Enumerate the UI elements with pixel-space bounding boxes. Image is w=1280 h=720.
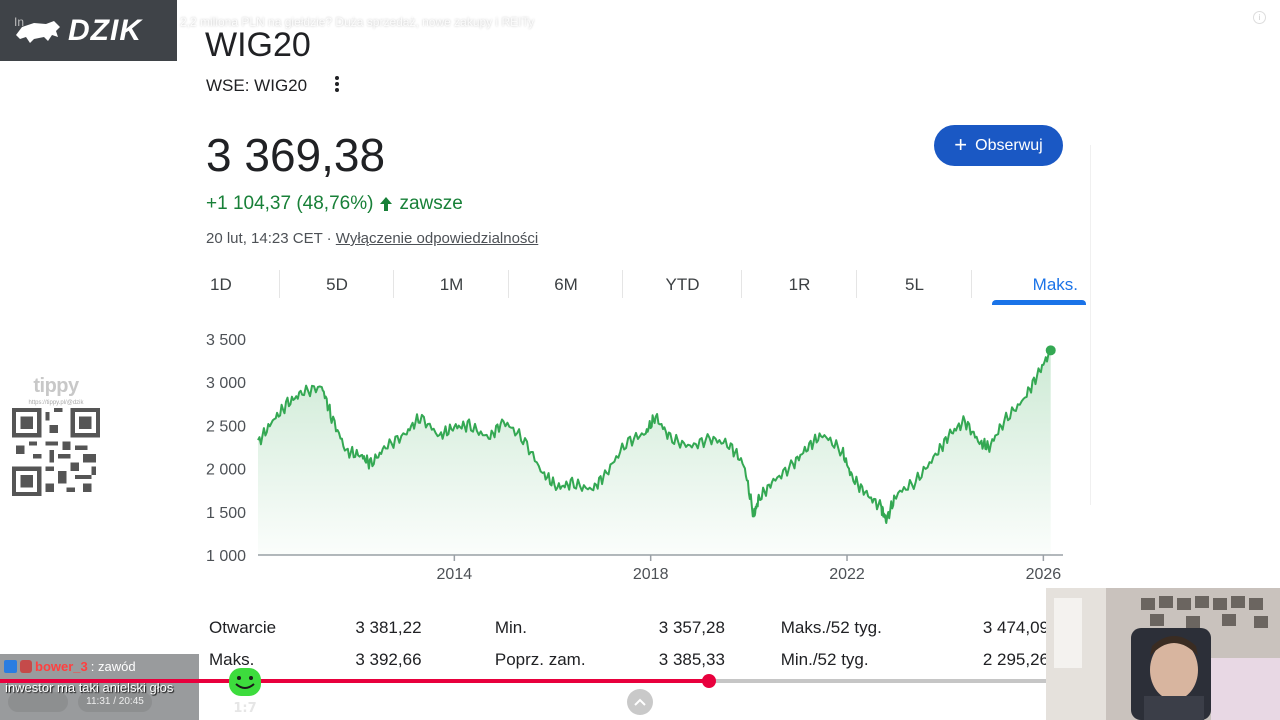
stat-value-open: 3 381,22: [355, 618, 422, 637]
disclaimer-link[interactable]: Wyłączenie odpowiedzialności: [335, 230, 539, 247]
price-change: +1 104,37 (48,76%) zawsze: [206, 193, 463, 215]
x-tick-label: 2018: [633, 566, 669, 583]
tab-5d[interactable]: 5D: [280, 268, 394, 302]
chat-overlay: bower_3 : zawód inwestor ma taki anielsk…: [0, 654, 199, 720]
price-chart[interactable]: 3 500 3 000 2 500 2 000 1 500 1 000 2014 2018 20…: [200, 322, 1080, 587]
range-tabs: 1D 5D 1M 6M YTD 1R 5L Maks.: [206, 268, 1086, 305]
price-change-value: +1 104,37 (48,76%): [206, 193, 374, 214]
chat-user-line: bower_3 : zawód: [4, 659, 136, 674]
tab-1d[interactable]: 1D: [206, 268, 280, 302]
qr-code-icon: [12, 408, 100, 496]
video-progress-bar[interactable]: [0, 674, 1046, 688]
more-options-icon[interactable]: [330, 74, 344, 94]
stats-row: Maks. 3 392,66 Poprz. zam. 3 385,33 Min.…: [209, 644, 1049, 676]
webcam-feed: [1046, 588, 1280, 720]
video-time: 11:31 / 20:45: [78, 692, 152, 712]
follow-button[interactable]: + Obserwuj: [934, 125, 1063, 166]
boar-icon: [16, 20, 60, 43]
tab-1r[interactable]: 1R: [742, 268, 857, 302]
price-area-fill: [258, 346, 1051, 555]
x-tick-label: 2014: [437, 566, 473, 583]
current-price: 3 369,38: [206, 129, 386, 181]
stat-label-open: Otwarcie: [209, 618, 277, 637]
y-tick-label: 1 500: [206, 505, 246, 522]
tab-ytd[interactable]: YTD: [623, 268, 742, 302]
stock-name: WIG20: [205, 26, 311, 64]
video-progress-fill: [0, 679, 710, 683]
logo-text: DZIK: [68, 13, 142, 47]
video-title-prefix: In: [14, 15, 25, 29]
smiley-sticker-icon: 1:7: [229, 668, 261, 716]
chat-separator: : zawód: [90, 659, 136, 674]
y-tick-label: 2 500: [206, 418, 246, 435]
chat-username: bower_3: [35, 659, 88, 674]
sticker-text: 1:7: [233, 701, 256, 716]
badge-icon: [4, 660, 17, 673]
tippy-title: tippy: [33, 375, 79, 397]
webcam-image: [1046, 588, 1280, 720]
tab-1m[interactable]: 1M: [394, 268, 509, 302]
tippy-url: https://tippy.pl/@dzik: [28, 400, 84, 406]
arrow-up-icon: [380, 197, 393, 211]
stat-label-52w-low: Min./52 tyg.: [780, 650, 869, 669]
stats-table: Otwarcie 3 381,22 Min. 3 357,28 Maks./52…: [209, 612, 1049, 676]
price-change-period: zawsze: [399, 193, 463, 214]
stat-label-prev-close: Poprz. zam.: [494, 650, 586, 669]
tab-max[interactable]: Maks.: [972, 268, 1086, 305]
stat-label-max: Maks.: [209, 650, 255, 669]
stat-label-min: Min.: [494, 618, 527, 637]
y-tick-label: 2 000: [206, 462, 246, 479]
info-icon[interactable]: i: [1253, 11, 1266, 24]
player-controls-pill[interactable]: [8, 692, 68, 712]
stat-value-max: 3 392,66: [355, 650, 422, 669]
expand-button[interactable]: [627, 689, 653, 715]
timestamp-line: 20 lut, 14:23 CET · Wyłączenie odpowiedz…: [206, 230, 538, 247]
y-tick-label: 1 000: [206, 548, 246, 565]
chevron-up-icon: [634, 698, 646, 706]
divider: [1090, 145, 1091, 505]
stat-value-min: 3 357,28: [658, 618, 725, 637]
y-tick-label: 3 500: [206, 332, 246, 349]
lock-icon: [20, 660, 32, 673]
video-title: 2,2 miliona PLN na giełdzie? Duża sprzed…: [180, 15, 535, 29]
price-line: [257, 345, 1052, 524]
y-tick-label: 3 000: [206, 375, 246, 392]
tab-5l[interactable]: 5L: [857, 268, 972, 302]
plus-icon: +: [954, 131, 968, 157]
stat-label-52w-high: Maks./52 tyg.: [780, 618, 882, 637]
current-price-dot: [1045, 345, 1056, 356]
tippy-qr-widget: tippy https://tippy.pl/@dzik: [12, 375, 100, 501]
tab-6m[interactable]: 6M: [509, 268, 623, 302]
stat-value-prev-close: 3 385,33: [658, 650, 725, 669]
dzik-logo: DZIK: [0, 0, 177, 61]
follow-button-label: Obserwuj: [975, 136, 1043, 154]
x-tick-label: 2026: [1026, 566, 1062, 583]
x-tick-label: 2022: [829, 566, 865, 583]
exchange-ticker: WSE: WIG20: [206, 76, 308, 95]
video-scrubber-handle[interactable]: [702, 674, 717, 688]
stat-value-52w-high: 3 474,09: [982, 618, 1050, 637]
chat-message: inwestor ma taki anielski głos: [5, 680, 174, 695]
timestamp: 20 lut, 14:23 CET ·: [206, 230, 336, 247]
stat-value-52w-low: 2 295,26: [982, 650, 1050, 669]
stats-row: Otwarcie 3 381,22 Min. 3 357,28 Maks./52…: [209, 612, 1049, 644]
price-chart-svg: 3 500 3 000 2 500 2 000 1 500 1 000 2014 2018 20…: [206, 332, 1063, 583]
